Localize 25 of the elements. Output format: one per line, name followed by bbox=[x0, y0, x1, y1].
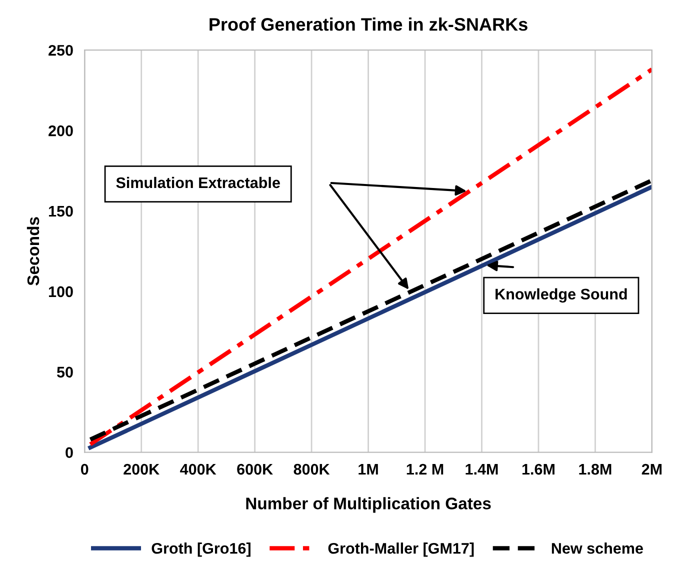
annotation: Simulation Extractable bbox=[116, 176, 280, 188]
x-tick-label: 1M bbox=[358, 464, 378, 475]
x-tick-label: 1.6M bbox=[522, 464, 554, 475]
x-tick-label: 1.2 M bbox=[406, 464, 444, 475]
x-tick-label: 2M bbox=[642, 464, 662, 475]
y-tick-label: 200 bbox=[48, 125, 73, 136]
legend-label: Groth-Maller [GM17] bbox=[328, 542, 474, 557]
x-tick-label: 800K bbox=[294, 464, 330, 475]
y-tick-label: 0 bbox=[66, 447, 73, 458]
x-tick-label: 1.8M bbox=[579, 464, 612, 475]
x-tick-label: 200K bbox=[124, 464, 160, 475]
y-tick-label: 250 bbox=[48, 44, 73, 56]
y-axis-title: Seconds bbox=[26, 217, 40, 286]
y-tick-label: 50 bbox=[56, 366, 73, 378]
x-tick-label: 400K bbox=[180, 464, 216, 475]
x-tick-label: 600K bbox=[237, 464, 273, 475]
y-tick-label: 100 bbox=[48, 286, 73, 298]
y-tick-label: 150 bbox=[48, 206, 73, 217]
x-tick-label: 0 bbox=[80, 464, 88, 475]
x-tick-label: 1.4M bbox=[466, 464, 498, 475]
legend-label: New scheme bbox=[552, 542, 643, 554]
chart-title: Proof Generation Time in zk-SNARKs bbox=[210, 18, 528, 31]
x-axis-title: Number of Multiplication Gates bbox=[246, 497, 491, 513]
legend-label: Groth [Gro16] bbox=[152, 542, 250, 557]
annotation: Knowledge Sound bbox=[496, 288, 627, 303]
